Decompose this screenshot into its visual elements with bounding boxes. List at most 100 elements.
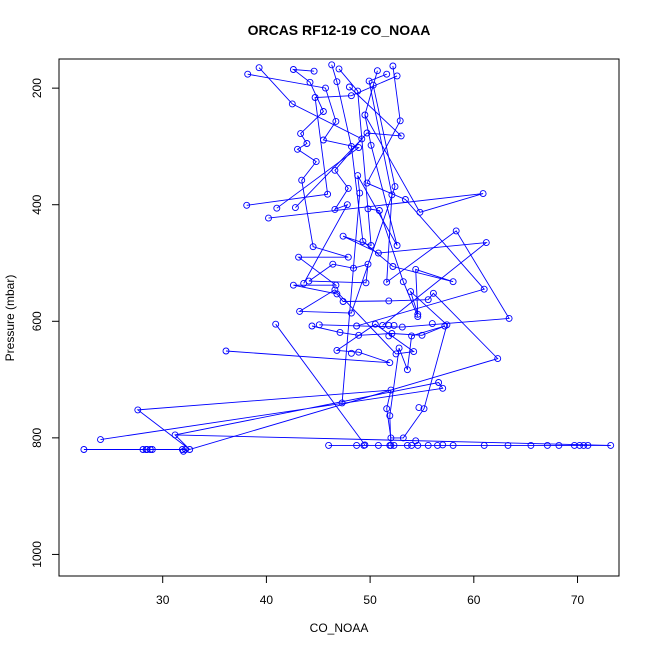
data-point [222, 347, 230, 355]
profile-line [338, 68, 488, 326]
y-tick-label: 400 [30, 194, 44, 214]
y-axis: 200 400 600 800 1000 [30, 78, 59, 568]
data-point [244, 70, 252, 78]
profile-line [311, 325, 445, 446]
data-point [354, 172, 362, 180]
data-point [362, 279, 370, 287]
data-point [389, 62, 397, 70]
data-point [358, 135, 366, 143]
data-point [505, 314, 513, 322]
x-tick-label: 70 [571, 593, 585, 607]
data-point [555, 441, 563, 449]
data-point [296, 307, 304, 315]
data-point [328, 61, 336, 69]
data-point [291, 204, 299, 212]
data-point [374, 249, 382, 257]
data-point [434, 441, 441, 449]
data-point [580, 441, 588, 449]
data-point [363, 179, 371, 187]
data-point [389, 263, 397, 270]
x-tick-label: 40 [260, 593, 274, 607]
x-tick-label: 50 [363, 593, 377, 607]
data-point [403, 366, 411, 374]
data-point [388, 330, 396, 337]
data-point [414, 310, 422, 318]
data-point [420, 405, 428, 413]
y-tick-label: 200 [30, 78, 44, 98]
profile-line [268, 70, 484, 219]
data-point [441, 322, 449, 330]
data-point [322, 84, 329, 92]
data-point [385, 297, 393, 305]
data-point [332, 281, 340, 289]
data-point [308, 322, 316, 330]
data-point [273, 204, 281, 212]
data-point [361, 111, 369, 119]
data-point [353, 322, 361, 330]
data-point [355, 348, 363, 356]
profile-line [356, 65, 486, 327]
data-point [142, 446, 150, 453]
data-point [338, 399, 346, 407]
data-point [97, 436, 104, 444]
data-point [570, 441, 578, 449]
profile-line [100, 64, 454, 450]
data-point [401, 196, 409, 203]
data-point [449, 441, 457, 449]
x-tick-label: 30 [156, 593, 170, 607]
data-point [412, 437, 420, 445]
data-point [452, 227, 460, 235]
data-point [416, 208, 424, 216]
data-point [319, 108, 327, 115]
data-point [345, 83, 353, 91]
chart-title: ORCAS RF12-19 CO_NOAA [248, 22, 431, 38]
data-point [576, 441, 584, 449]
data-point [482, 239, 490, 247]
profile-line [247, 73, 360, 209]
data-point [449, 278, 457, 286]
data-point [398, 323, 406, 331]
x-tick-label: 60 [467, 593, 481, 607]
data-point [354, 87, 362, 95]
data-point [494, 355, 502, 363]
data-point [315, 321, 323, 329]
data-point [146, 446, 154, 453]
data-point [305, 277, 313, 285]
data-point [243, 201, 251, 209]
data-point [383, 405, 391, 413]
profile-line [258, 67, 363, 208]
data-point [306, 78, 314, 86]
data-point [369, 81, 377, 89]
data-point [393, 72, 401, 80]
data-point [336, 328, 344, 336]
profile-line [367, 208, 419, 317]
data-point [297, 130, 305, 138]
data-point [371, 320, 379, 328]
data-point [480, 441, 488, 449]
data-point [439, 441, 447, 449]
data-point [399, 278, 407, 286]
data-point [343, 201, 351, 209]
data-point [386, 441, 394, 449]
profile-line [319, 73, 510, 328]
data-point [139, 446, 147, 453]
data-point [347, 142, 355, 150]
data-point [355, 331, 363, 339]
data-point [350, 264, 357, 272]
data-point [333, 290, 341, 298]
data-point [429, 289, 437, 297]
data-point [385, 321, 393, 329]
data-point [134, 406, 142, 414]
data-point [272, 320, 280, 328]
data-point [584, 441, 592, 449]
data-point [309, 243, 317, 251]
y-tick-label: 1000 [30, 541, 44, 568]
data-point [424, 441, 432, 449]
profile-line [183, 68, 499, 452]
data-point [324, 190, 332, 198]
data-point [424, 296, 432, 304]
data-point [383, 278, 391, 286]
data-point [186, 446, 194, 453]
data-point [393, 242, 401, 249]
